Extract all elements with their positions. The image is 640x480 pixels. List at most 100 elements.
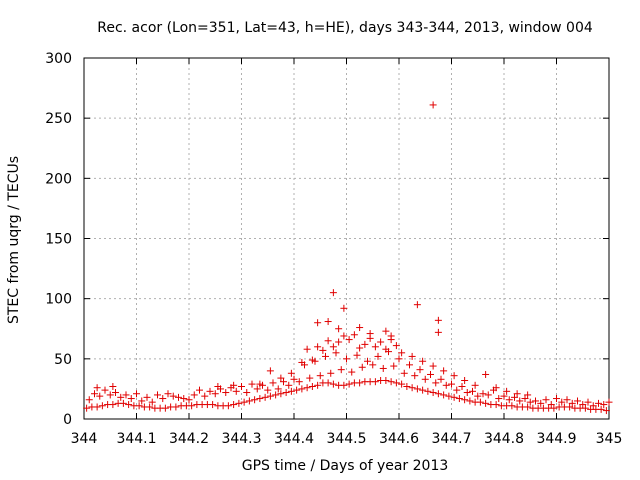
data-point	[595, 399, 602, 407]
data-point	[364, 357, 371, 365]
data-point	[398, 349, 406, 357]
axis-ticks	[83, 57, 610, 420]
data-point	[427, 370, 434, 378]
data-point	[314, 381, 322, 389]
data-point	[91, 390, 98, 398]
data-point	[437, 375, 445, 383]
data-point	[266, 367, 274, 375]
data-point	[419, 386, 427, 394]
data-point	[127, 395, 135, 403]
data-point	[133, 390, 140, 398]
data-point	[245, 397, 253, 405]
data-point	[161, 404, 169, 412]
data-point	[298, 385, 306, 393]
data-point	[476, 398, 484, 406]
data-point	[308, 356, 316, 364]
data-point	[180, 395, 188, 403]
data-point	[329, 380, 337, 388]
data-point	[319, 346, 327, 354]
data-point	[256, 395, 264, 403]
data-point	[345, 380, 353, 388]
data-point	[445, 392, 453, 400]
data-point	[513, 390, 521, 398]
data-point	[403, 383, 411, 391]
data-point	[581, 404, 589, 412]
data-point	[537, 399, 545, 407]
data-point	[466, 397, 474, 405]
data-point	[400, 369, 408, 377]
data-point	[235, 399, 243, 407]
data-point	[450, 393, 458, 401]
data-point	[138, 397, 146, 405]
data-point	[188, 402, 196, 410]
data-point	[251, 396, 259, 404]
data-point	[353, 351, 361, 359]
data-point	[361, 340, 369, 348]
data-point	[387, 378, 395, 386]
data-point	[563, 396, 571, 404]
data-point	[395, 355, 403, 363]
data-point	[419, 357, 427, 365]
data-point	[511, 393, 518, 401]
data-point	[482, 370, 490, 378]
data-point	[335, 325, 343, 333]
data-point	[314, 319, 322, 327]
data-point	[408, 352, 416, 360]
data-point	[175, 393, 182, 401]
data-point	[440, 391, 448, 399]
data-point	[348, 368, 356, 376]
data-point	[285, 381, 293, 389]
data-point	[106, 391, 114, 399]
data-point	[429, 101, 437, 109]
data-point	[382, 345, 390, 353]
data-point	[568, 399, 576, 407]
data-point	[256, 380, 264, 388]
data-point	[371, 343, 379, 351]
data-point	[293, 386, 301, 394]
x-tick-label: 344.7	[431, 431, 471, 447]
data-point	[343, 355, 350, 363]
data-point	[589, 402, 597, 410]
data-point	[146, 403, 154, 411]
data-point	[209, 401, 217, 409]
data-point	[448, 380, 455, 388]
data-point	[566, 403, 574, 411]
data-point	[558, 398, 566, 406]
x-tick-label: 344	[71, 431, 98, 447]
data-point	[324, 318, 332, 326]
data-point	[269, 379, 277, 387]
data-point	[605, 398, 613, 406]
y-tick-labels: 0 50 100 150 200 250 300	[45, 51, 72, 428]
data-point	[350, 331, 358, 339]
data-point	[413, 301, 421, 309]
y-tick-label: 50	[54, 352, 72, 368]
x-axis-label: GPS time / Days of year 2013	[242, 458, 449, 474]
data-point	[164, 390, 172, 398]
data-point	[329, 343, 337, 351]
data-point	[340, 304, 348, 312]
data-point	[550, 404, 558, 412]
data-point	[421, 375, 429, 383]
data-point	[190, 391, 198, 399]
data-point	[371, 378, 379, 386]
data-point	[458, 383, 466, 391]
data-point	[584, 398, 592, 406]
data-point	[143, 393, 151, 401]
data-point	[471, 381, 479, 389]
y-tick-label: 100	[45, 292, 72, 308]
data-point	[272, 391, 280, 399]
x-tick-labels: 344 344.1 344.2 344.3 344.4 344.5 344.6 344.7 34…	[71, 431, 623, 447]
data-point	[230, 401, 238, 409]
data-point	[500, 392, 508, 400]
data-point	[453, 386, 461, 394]
data-point	[230, 381, 238, 389]
data-point	[238, 383, 245, 391]
data-point	[382, 376, 390, 384]
data-point	[542, 396, 550, 404]
data-point	[332, 349, 340, 357]
data-point	[574, 397, 581, 405]
data-point	[93, 384, 101, 392]
data-point	[479, 390, 487, 398]
data-point	[413, 385, 421, 393]
data-point	[316, 372, 324, 380]
